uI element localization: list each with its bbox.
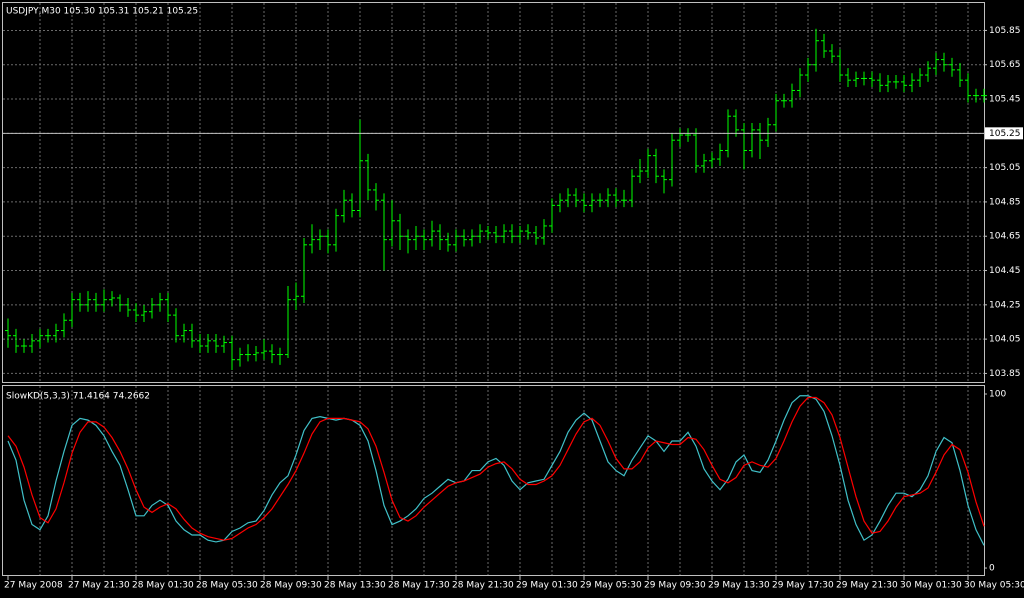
y-tick-label: 104.45	[989, 266, 1021, 276]
x-tick-label: 27 May 21:30	[68, 581, 130, 591]
oscillator-line	[7, 395, 985, 546]
y-tick-label: 103.85	[989, 369, 1021, 379]
x-tick-label: 28 May 01:30	[132, 581, 194, 591]
y-tick-label: 105.45	[989, 95, 1021, 105]
price-title: USDJPY,M30 105.30 105.31 105.21 105.25	[6, 7, 198, 17]
x-tick-label: 29 May 05:30	[580, 581, 642, 591]
x-tick-label: 29 May 13:30	[708, 581, 770, 591]
x-tick-label: 28 May 09:30	[260, 581, 322, 591]
x-tick-label: 30 May 05:30	[964, 581, 1024, 591]
current-price-label: 105.25	[989, 129, 1021, 139]
y-tick-label: 100	[989, 390, 1006, 400]
y-tick-label: 104.05	[989, 335, 1021, 345]
y-tick-label: 105.85	[989, 26, 1021, 36]
x-tick-label: 27 May 2008	[4, 581, 63, 591]
x-tick-label: 29 May 17:30	[772, 581, 834, 591]
oscillator-line	[7, 396, 985, 541]
x-tick-label: 28 May 05:30	[196, 581, 258, 591]
x-tick-label: 28 May 21:30	[452, 581, 514, 591]
x-tick-label: 28 May 17:30	[388, 581, 450, 591]
x-tick-label: 28 May 13:30	[324, 581, 386, 591]
oscillator-pane	[2, 385, 985, 576]
x-tick-label: 30 May 01:30	[900, 581, 962, 591]
price-pane	[2, 2, 985, 383]
y-tick-label: 105.05	[989, 163, 1021, 173]
x-tick-label: 29 May 21:30	[836, 581, 898, 591]
y-tick-label: 0	[989, 564, 995, 574]
x-tick-label: 29 May 01:30	[516, 581, 578, 591]
x-tick-label: 29 May 09:30	[644, 581, 706, 591]
y-tick-label: 104.65	[989, 232, 1021, 242]
oscillator-title: SlowKD(5,3,3) 71.4164 74.2662	[6, 392, 150, 402]
current-price-box	[985, 127, 1023, 140]
y-tick-label: 105.65	[989, 60, 1021, 70]
y-tick-label: 104.85	[989, 197, 1021, 207]
y-tick-label: 104.25	[989, 300, 1021, 310]
